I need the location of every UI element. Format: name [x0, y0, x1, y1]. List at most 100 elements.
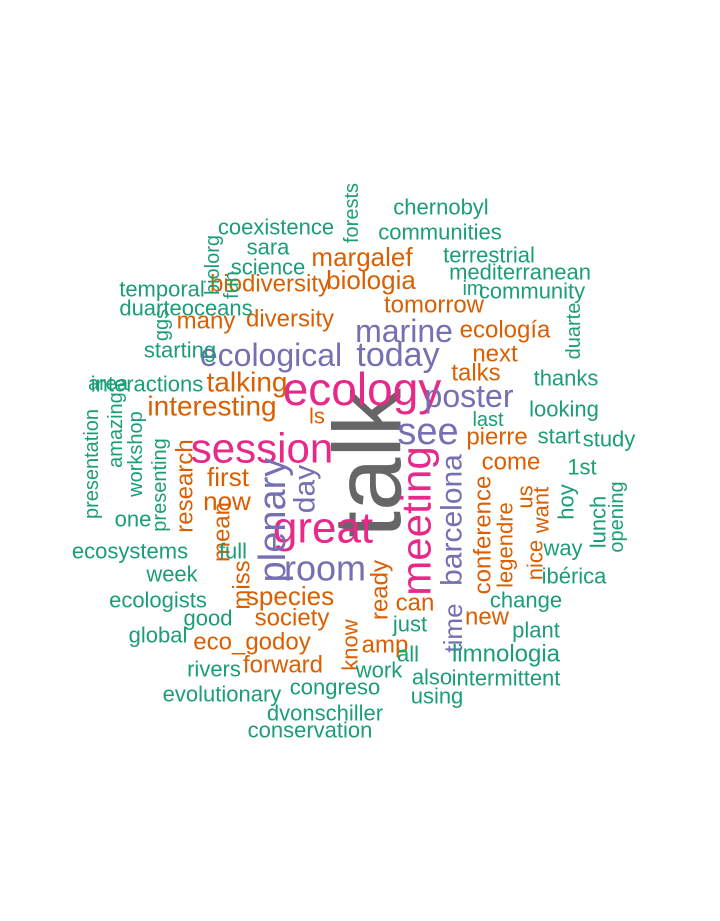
word-species: species — [246, 581, 334, 611]
word-duarte: duarte — [563, 303, 585, 360]
word-fun: fun — [221, 271, 243, 299]
word-work: work — [355, 658, 403, 683]
word-intermittent: intermittent — [452, 666, 561, 691]
word-evolutionary: evolutionary — [163, 682, 282, 707]
word-plant: plant — [512, 618, 560, 643]
word-come: come — [482, 449, 541, 476]
word-poster: poster — [425, 378, 514, 414]
word-pierre: pierre — [466, 424, 527, 451]
word-talking: talking — [207, 367, 288, 398]
word-thanks: thanks — [534, 366, 599, 391]
word-forward: forward — [243, 652, 323, 679]
word-day: day — [289, 465, 322, 513]
word-opening: opening — [606, 481, 628, 552]
word-temporal: temporal — [119, 277, 205, 302]
word-great: great — [273, 504, 373, 553]
word-margalef: margalef — [311, 242, 413, 272]
word-sara: sara — [247, 235, 291, 260]
word-full: full — [219, 539, 247, 564]
word-session: session — [191, 425, 333, 472]
word-ecology: ecology — [283, 363, 442, 415]
word-congreso: congreso — [290, 675, 381, 700]
word-tomorrow: tomorrow — [384, 292, 485, 319]
word-start: start — [538, 424, 581, 449]
word-ecologists: ecologists — [109, 588, 207, 613]
word-diversity: diversity — [246, 306, 334, 333]
word-talks: talks — [451, 360, 500, 387]
word-forests: forests — [341, 183, 363, 243]
word-know: know — [338, 619, 363, 670]
word-us: us — [513, 485, 538, 508]
word-conference: conference — [470, 476, 497, 595]
word-amp: amp — [362, 632, 409, 659]
word-ecosystems: ecosystems — [72, 539, 188, 564]
word-mean: mean — [209, 502, 236, 562]
word-workshop: workshop — [125, 411, 147, 498]
word-barcelona: barcelona — [436, 454, 469, 586]
word-legendre: legendre — [493, 502, 518, 588]
word-area: area — [88, 373, 129, 395]
word-way: way — [542, 536, 582, 561]
word-now: now — [203, 486, 251, 516]
word-using: using — [411, 684, 464, 709]
word-all: all — [397, 642, 419, 667]
word-time: time — [438, 603, 468, 652]
word-can: can — [396, 590, 435, 617]
word-study: study — [583, 427, 636, 452]
word-plenary: plenary — [252, 458, 294, 583]
word-also: also — [412, 665, 452, 690]
word-talk: talk — [315, 387, 422, 537]
word-mediterranean: mediterranean — [449, 260, 591, 285]
word-ecologia: ecología — [460, 317, 551, 344]
word-starting: starting — [144, 338, 216, 363]
word-see: see — [397, 411, 458, 453]
word-ls: ls — [309, 404, 325, 429]
word-biodiversity: biodiversity — [210, 271, 330, 298]
word-many: many — [177, 308, 236, 335]
word-interactions: interactions — [91, 372, 204, 397]
word-looking: looking — [529, 397, 599, 422]
word-terrestrial: terrestrial — [443, 243, 535, 268]
word-one: one — [115, 507, 152, 532]
word-week: week — [145, 562, 198, 587]
word-science: science — [231, 255, 306, 280]
word-community: community — [479, 279, 585, 304]
word-marine: marine — [355, 313, 453, 349]
word-dvonschiller: dvonschiller — [267, 701, 383, 726]
word-ggs: ggs — [151, 309, 173, 341]
word-biolorg: biolorg — [202, 235, 224, 295]
word-limnologia: limnologia — [452, 641, 561, 668]
word-today: today — [356, 336, 439, 374]
word-ecological: ecological — [200, 337, 342, 373]
word-hoy: hoy — [554, 484, 579, 519]
word-good: good — [184, 606, 233, 631]
word-next: next — [472, 341, 518, 368]
word-1st: 1st — [567, 455, 596, 480]
word-presenting: presenting — [149, 438, 171, 531]
word-chernobyl: chernobyl — [393, 195, 488, 220]
word-want: want — [529, 487, 554, 534]
word-im: im — [462, 278, 483, 300]
word-last: last — [472, 409, 504, 431]
word-meeting: meeting — [393, 446, 440, 595]
word-conservation: conservation — [248, 718, 373, 743]
word-rivers: rivers — [187, 657, 241, 682]
word-research: research — [172, 439, 199, 532]
word-communities: communities — [378, 220, 501, 245]
word-eco-godoy: eco_godoy — [193, 629, 310, 656]
word-presentation: presentation — [81, 409, 103, 519]
word-amazing: amazing — [105, 392, 127, 468]
word-miss: miss — [229, 560, 256, 609]
word-first: first — [207, 462, 250, 492]
word-lunch: lunch — [586, 496, 611, 549]
word-nice: nice — [523, 540, 548, 580]
word-society: society — [255, 605, 330, 632]
word-duarteoceans: duarteoceans — [119, 296, 252, 321]
word-ready: ready — [367, 560, 394, 620]
word-coexistence: coexistence — [218, 215, 334, 240]
word-just: just — [392, 612, 427, 637]
word-new: new — [465, 604, 510, 631]
word-global: global — [129, 623, 188, 648]
word-iberica: ibérica — [542, 564, 608, 589]
